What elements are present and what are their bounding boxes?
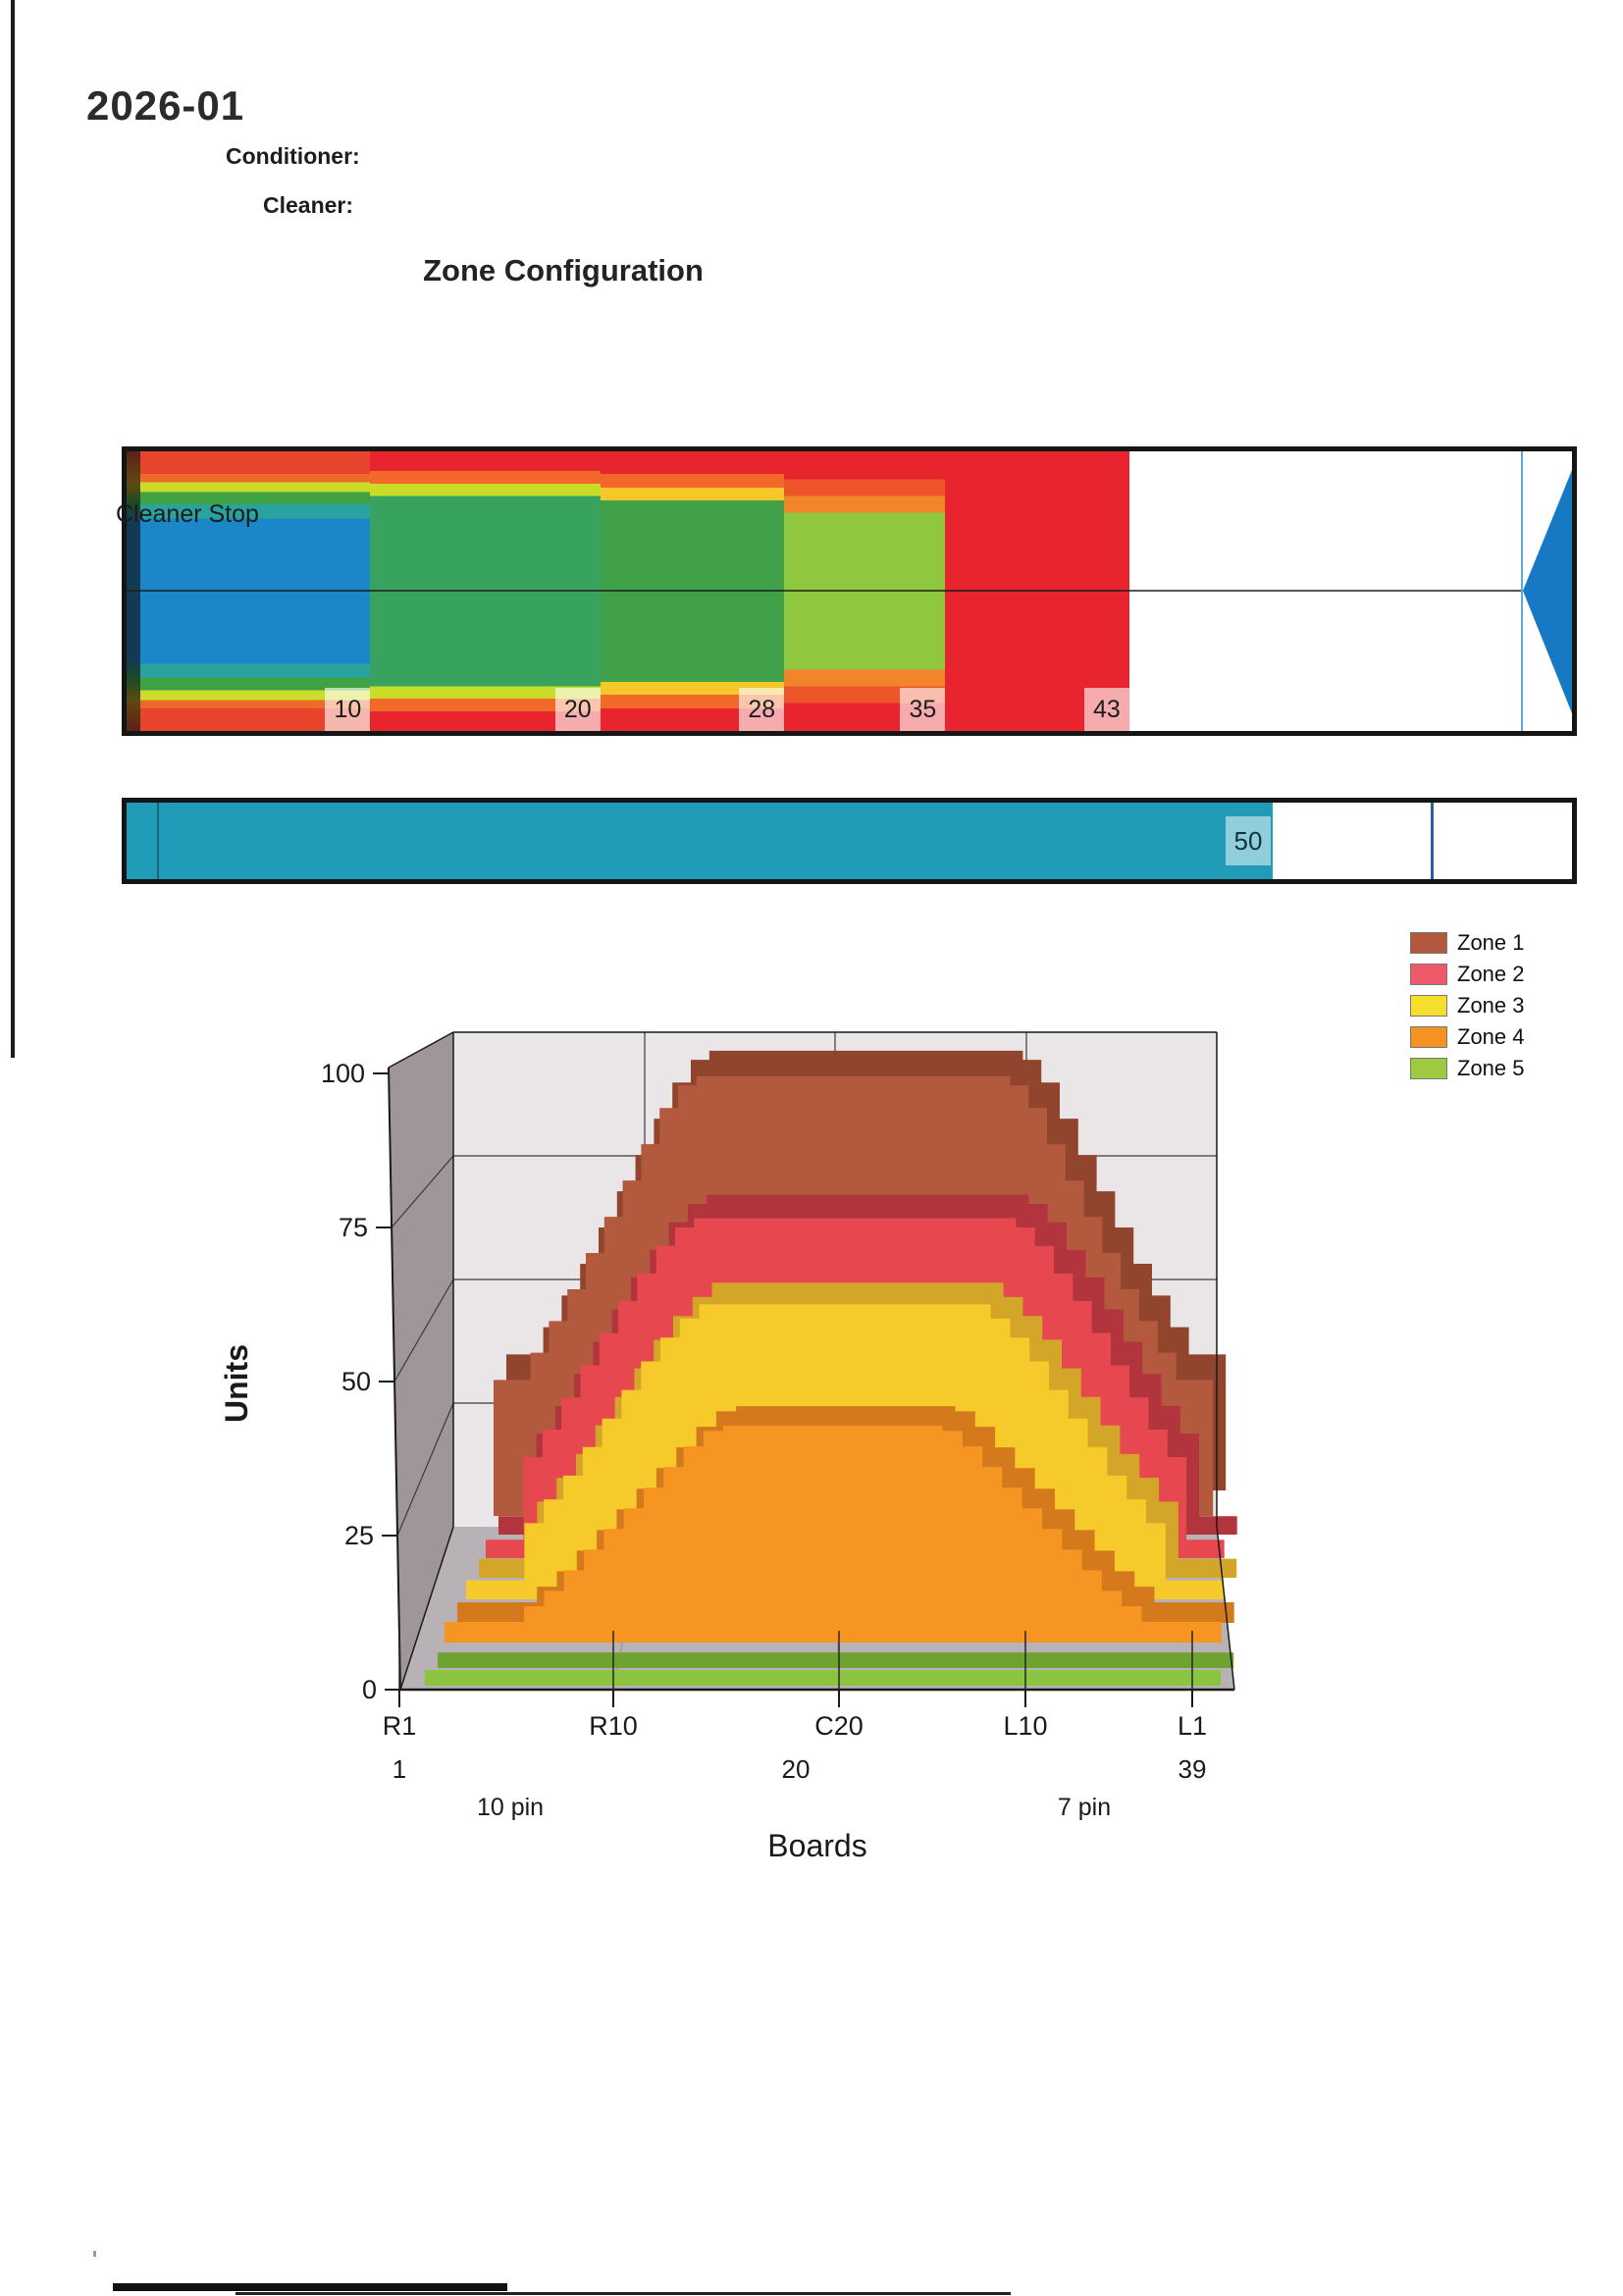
legend-label: Zone 3 bbox=[1457, 992, 1525, 1018]
pin-label-right: 7 pin bbox=[1058, 1794, 1111, 1821]
y-tick-label-75: 75 bbox=[339, 1213, 368, 1242]
y-tick-label-100: 100 bbox=[321, 1059, 365, 1088]
page-title: 2026-01 bbox=[86, 82, 245, 129]
conditioner-label: Conditioner: bbox=[226, 143, 360, 169]
cleaner-stop-start-line bbox=[157, 803, 159, 879]
legend-item-3: Zone 3 bbox=[1410, 993, 1525, 1018]
leftwall-gridline-25 bbox=[396, 1402, 454, 1537]
floor-right-edge bbox=[1216, 1526, 1235, 1691]
y-axis-line bbox=[388, 1067, 401, 1691]
x-tick-label-L1: L1 bbox=[1178, 1711, 1207, 1741]
zone-configuration-title: Zone Configuration bbox=[423, 253, 704, 287]
legend-item-1: Zone 1 bbox=[1410, 930, 1525, 955]
x-tick-label-R10: R10 bbox=[589, 1711, 638, 1741]
x-board-number-1: 1 bbox=[393, 1754, 406, 1784]
zone-boundary-label-10: 10 bbox=[325, 688, 371, 731]
zone-config-arrow-icon bbox=[1523, 470, 1572, 713]
y-tick-label-50: 50 bbox=[341, 1367, 371, 1396]
legend-color-chip bbox=[1410, 1025, 1447, 1048]
zone-configuration-plot-area: 10 20 28 35 43 bbox=[127, 451, 1572, 731]
zone-config-end-marker-line bbox=[1521, 451, 1523, 731]
zone-boundary-label-28: 28 bbox=[739, 688, 785, 731]
y-tick-label-0: 0 bbox=[362, 1675, 377, 1704]
x-tick-label-R1: R1 bbox=[383, 1711, 417, 1741]
pin-label-left: 10 pin bbox=[477, 1794, 544, 1821]
scan-edge-artifact bbox=[11, 0, 15, 1058]
x-board-number-39: 39 bbox=[1178, 1754, 1207, 1784]
x-tick-label-C20: C20 bbox=[814, 1711, 864, 1741]
cleaner-stop-label: Cleaner Stop bbox=[116, 500, 259, 528]
ribbon-top-zone-5 bbox=[438, 1652, 1234, 1668]
cleaner-stop-plot-area: 50 bbox=[127, 803, 1572, 879]
scan-bottom-artifact bbox=[113, 2283, 507, 2291]
legend-label: Zone 5 bbox=[1457, 1055, 1525, 1080]
leftwall-gridline-75 bbox=[391, 1155, 454, 1228]
legend-color-chip bbox=[1410, 963, 1447, 985]
leftwall-gridline-50 bbox=[393, 1278, 454, 1383]
cleaner-stop-fill bbox=[127, 803, 1273, 879]
zone-config-midline bbox=[127, 590, 1523, 592]
ribbon-front-zone-5 bbox=[425, 1670, 1222, 1686]
x-axis-title: Boards bbox=[767, 1828, 866, 1863]
x-board-number-20: 20 bbox=[782, 1754, 811, 1784]
scan-bottom-artifact-2 bbox=[236, 2292, 1011, 2295]
y-tick-label-25: 25 bbox=[344, 1521, 374, 1550]
y-axis-title: Units bbox=[219, 1344, 254, 1423]
leftwall-top-edge bbox=[388, 1031, 454, 1069]
legend-item-5: Zone 5 bbox=[1410, 1056, 1525, 1080]
legend-color-chip bbox=[1410, 931, 1447, 954]
legend-item-4: Zone 4 bbox=[1410, 1024, 1525, 1049]
x-tick-label-L10: L10 bbox=[1003, 1711, 1047, 1741]
chart-legend: Zone 1 Zone 2 Zone 3 Zone 4 Zone 5 bbox=[1410, 930, 1525, 1087]
zone-boundary-label-35: 35 bbox=[900, 688, 946, 731]
cleaner-stop-marker-line bbox=[1431, 803, 1434, 879]
legend-label: Zone 4 bbox=[1457, 1023, 1525, 1049]
legend-item-2: Zone 2 bbox=[1410, 962, 1525, 986]
zone-boundary-label-20: 20 bbox=[554, 688, 601, 731]
leftwall-bottom-edge bbox=[399, 1526, 454, 1691]
zone-boundary-label-43: 43 bbox=[1083, 688, 1129, 731]
cleaner-stop-chart: 50 bbox=[122, 798, 1577, 884]
legend-color-chip bbox=[1410, 1057, 1447, 1079]
cleaner-label: Cleaner: bbox=[263, 192, 354, 218]
legend-label: Zone 1 bbox=[1457, 929, 1525, 955]
chart-left-wall bbox=[389, 1032, 453, 1690]
scan-dot-artifact bbox=[93, 2251, 96, 2257]
units-boards-3d-chart: 0 25 50 75 100 Units R1 R10 C20 L10 L1 1 20 39 10 pin 7… bbox=[219, 1031, 1237, 1863]
cleaner-stop-value-label: 50 bbox=[1226, 816, 1271, 865]
ribbon-front-zone-4 bbox=[445, 1426, 1222, 1643]
legend-color-chip bbox=[1410, 994, 1447, 1017]
zone-configuration-chart: 10 20 28 35 43 bbox=[122, 446, 1577, 736]
legend-label: Zone 2 bbox=[1457, 961, 1525, 986]
